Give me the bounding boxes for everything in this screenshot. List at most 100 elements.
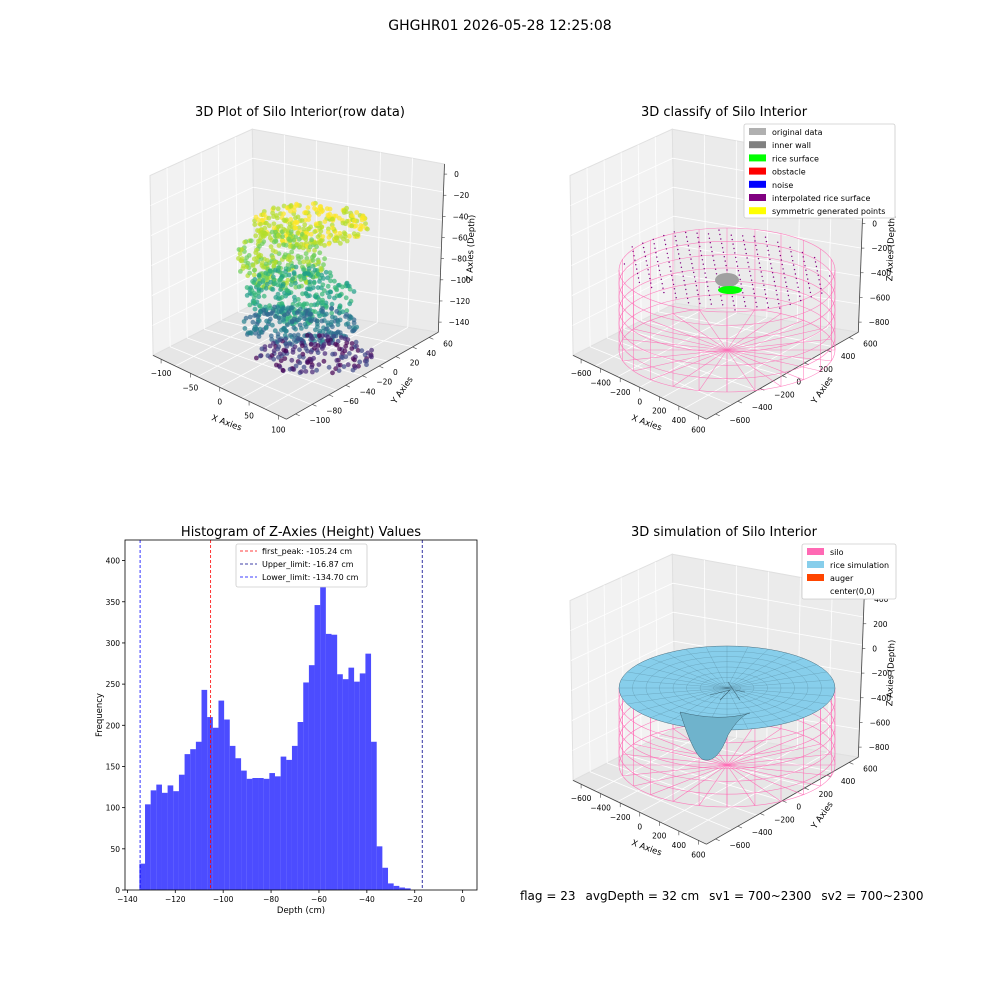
scatter-point (352, 357, 357, 363)
histogram-bar (161, 792, 168, 890)
scatter-point (344, 280, 350, 286)
scatter-point (259, 230, 264, 236)
scatter-point (354, 324, 360, 330)
y-axis-tick-label: 600 (863, 764, 878, 773)
interpolated-point (657, 265, 660, 267)
interpolated-point (787, 294, 790, 297)
interpolated-point (744, 248, 747, 250)
z-axis-tick-label: −40 (453, 212, 469, 221)
y-tick-label: 0 (115, 886, 120, 895)
scatter-point (236, 256, 241, 261)
interpolated-point (807, 282, 810, 285)
interpolated-point (631, 246, 633, 248)
scatter-point (290, 305, 295, 311)
rice-mesh-spoke (726, 646, 749, 689)
scatter-point (259, 260, 265, 266)
scatter-point (336, 368, 342, 373)
rice-mesh-spoke (726, 652, 788, 689)
legend-label: first_peak: -105.24 cm (262, 547, 352, 556)
scatter-point (303, 346, 309, 351)
silo-floor-spoke (726, 338, 832, 351)
scatter-point (296, 236, 302, 242)
scatter-point (312, 345, 317, 351)
scatter-point (320, 308, 326, 314)
scatter-point (263, 270, 269, 276)
histogram-bar (382, 867, 389, 890)
histogram-bar (286, 759, 292, 890)
interpolated-point (697, 293, 699, 296)
histogram-bar (342, 679, 349, 890)
legend-box (235, 543, 368, 588)
scatter-point (321, 358, 327, 364)
histogram-bar (291, 745, 298, 890)
scatter-point (282, 356, 288, 361)
interpolated-point (670, 270, 672, 272)
x-tick-label: 0 (460, 895, 465, 904)
scatter-point (333, 341, 338, 347)
scatter-point (256, 318, 262, 324)
histogram-bar (376, 846, 383, 890)
legend-swatch (749, 180, 766, 188)
interpolated-point (683, 279, 685, 282)
scatter-point (340, 284, 345, 290)
y-axis-tick-mark (782, 375, 787, 378)
y-axis-tick-label: 0 (796, 378, 801, 387)
interpolated-points (623, 229, 831, 311)
scatter-point (285, 277, 291, 283)
x-axis-label: X Axies (210, 413, 243, 433)
interpolated-point (679, 262, 682, 264)
silo-floor-spoke (726, 764, 782, 802)
silo-floor-spoke (726, 764, 832, 777)
interpolated-point (678, 257, 681, 260)
silo-floor-spoke (726, 349, 804, 380)
z-axis-tick-label: 200 (873, 620, 888, 629)
interpolated-point (662, 287, 664, 289)
scatter-point (338, 241, 343, 246)
grid-line (151, 244, 441, 296)
scatter-point (354, 210, 360, 215)
histogram-bar (303, 682, 309, 890)
scatter-point (271, 239, 277, 245)
interpolated-point (677, 248, 679, 251)
scatter-point (287, 225, 292, 230)
y-axis-tick-label: 200 (819, 365, 834, 374)
rice-mesh-spoke (705, 646, 728, 689)
scatter-point (261, 293, 267, 299)
scatter-point (303, 209, 309, 215)
scatter-point (321, 276, 326, 281)
interpolated-point (721, 242, 723, 245)
y-axis-label: Y Axies (389, 375, 416, 407)
x-axis-tick-label: −400 (590, 804, 611, 813)
sv2-readout: sv2 = 700~2300 (821, 889, 924, 903)
silo-floor-spoke (726, 743, 821, 766)
z-axis-label: Z Axies (Depth) (885, 640, 897, 707)
legend-swatch (749, 207, 766, 215)
interpolated-point (779, 254, 782, 257)
scatter-point (308, 357, 314, 363)
interpolated-point (698, 241, 700, 243)
interpolated-point (754, 240, 756, 242)
scatter-point (329, 301, 335, 307)
interpolated-point (654, 247, 656, 249)
legend-swatch (807, 587, 824, 594)
subplot-title: Histogram of Z-Axies (Height) Values (181, 525, 421, 540)
scatter-point (329, 310, 335, 316)
scatter-point (299, 326, 304, 331)
interpolated-point (791, 255, 793, 257)
silo-floor-spoke (726, 328, 821, 351)
sv1-readout: sv1 = 700~2300 (709, 889, 812, 903)
scatter-point (252, 327, 258, 332)
interpolated-point (779, 307, 781, 309)
scatter-point (319, 224, 325, 230)
y-axis-tick-mark (715, 838, 720, 842)
scatter-point (320, 208, 325, 214)
scatter-point (278, 276, 284, 282)
interpolated-point (703, 268, 705, 270)
interpolated-point (686, 297, 689, 300)
scatter-point (271, 214, 276, 219)
interpolated-point (637, 277, 640, 279)
interpolated-point (686, 293, 688, 295)
scatter-point (330, 225, 335, 231)
interpolated-point (689, 254, 691, 256)
histogram-bar (337, 674, 343, 890)
